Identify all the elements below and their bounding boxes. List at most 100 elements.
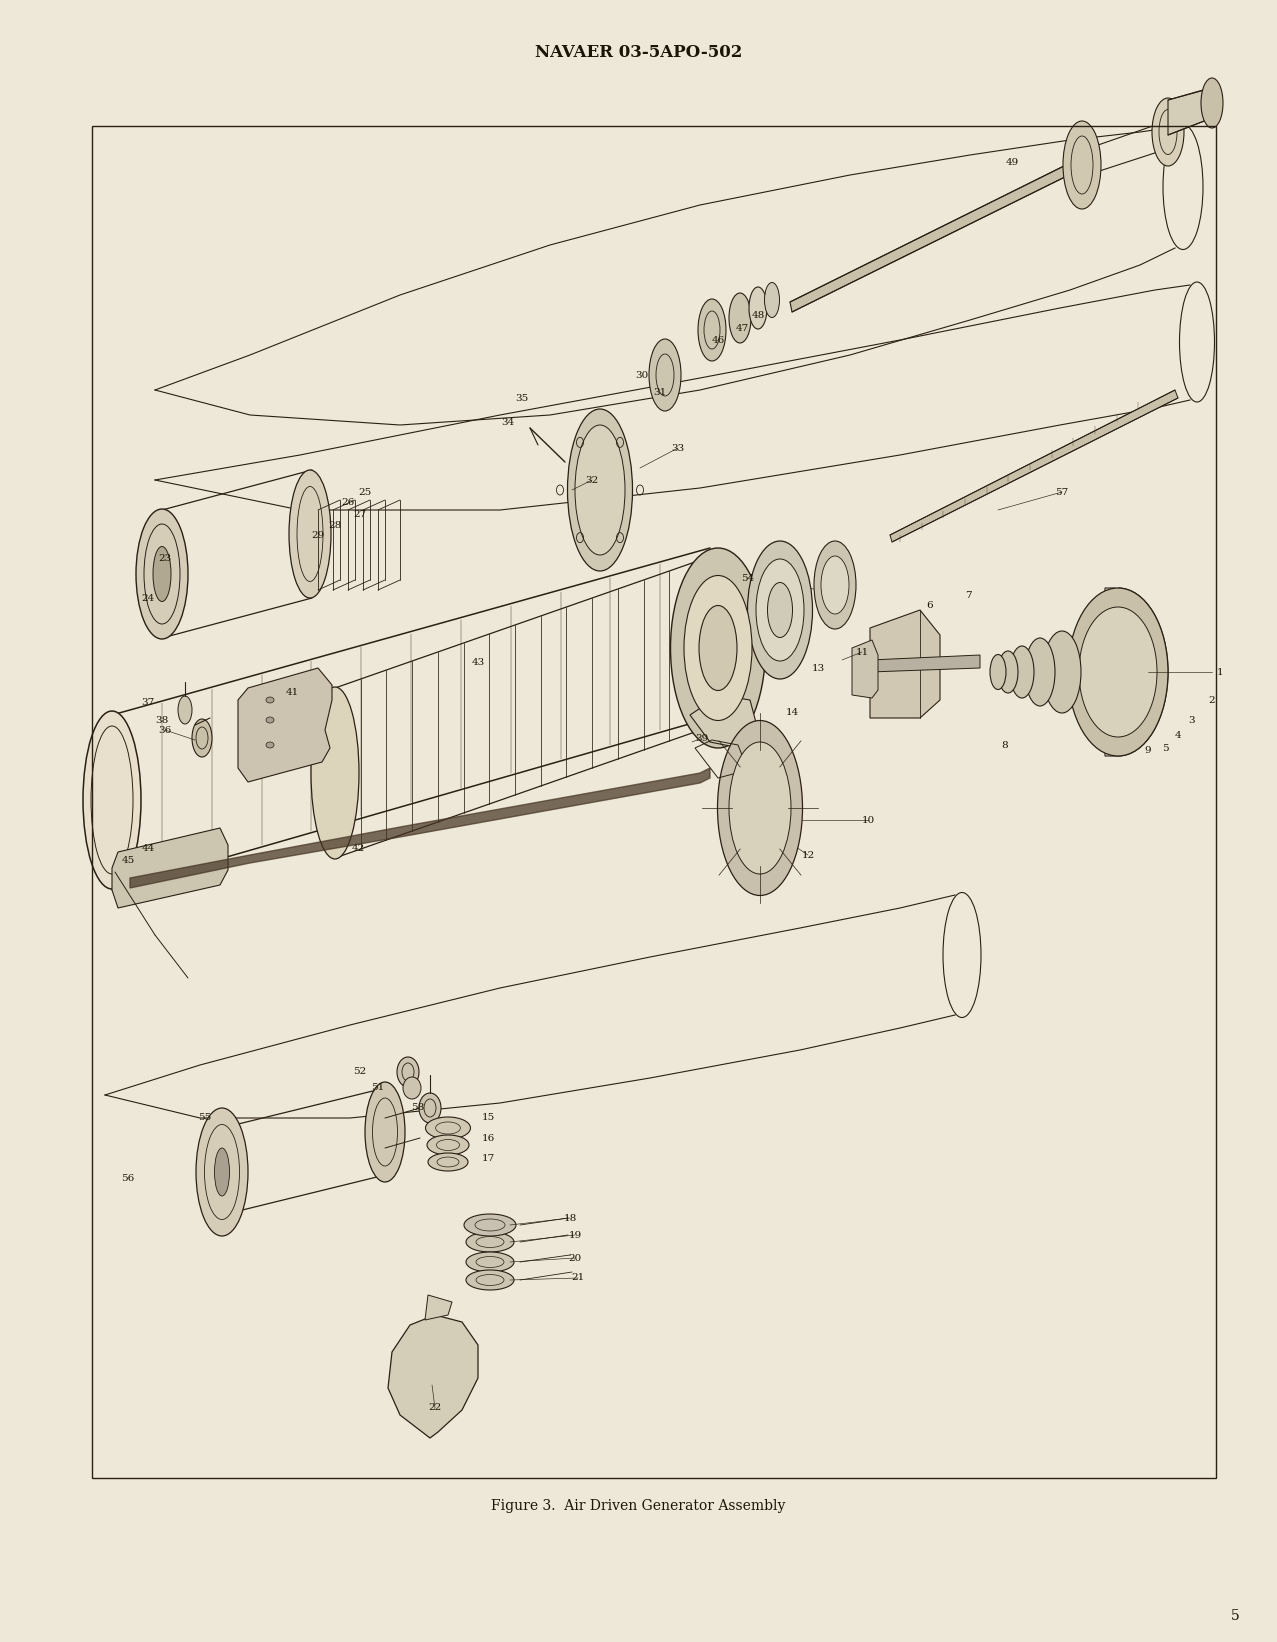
Ellipse shape (756, 558, 805, 662)
Ellipse shape (1079, 608, 1157, 737)
Ellipse shape (1043, 631, 1082, 713)
Polygon shape (130, 768, 710, 888)
Text: 10: 10 (862, 816, 875, 824)
Ellipse shape (312, 686, 359, 859)
Polygon shape (790, 163, 1075, 312)
Text: 37: 37 (142, 698, 155, 706)
Text: 32: 32 (585, 476, 599, 484)
Text: 22: 22 (428, 1404, 442, 1412)
Text: 3: 3 (1189, 716, 1195, 724)
Text: 6: 6 (927, 601, 933, 609)
Text: 20: 20 (568, 1253, 581, 1263)
Text: 5: 5 (1231, 1609, 1240, 1622)
Polygon shape (870, 609, 940, 718)
Text: 18: 18 (563, 1213, 577, 1223)
Polygon shape (690, 695, 759, 749)
Text: 25: 25 (359, 488, 372, 496)
Text: 41: 41 (285, 688, 299, 696)
Text: 11: 11 (856, 647, 868, 657)
Ellipse shape (649, 338, 681, 410)
Text: 23: 23 (158, 553, 171, 563)
Text: 2: 2 (1209, 696, 1216, 704)
Ellipse shape (289, 470, 331, 598)
Ellipse shape (670, 548, 765, 749)
Text: 5: 5 (1162, 744, 1168, 752)
Text: 44: 44 (142, 844, 155, 852)
Ellipse shape (750, 287, 767, 328)
Text: 31: 31 (654, 388, 667, 396)
Ellipse shape (699, 299, 727, 361)
Ellipse shape (266, 718, 275, 722)
Text: 56: 56 (121, 1174, 134, 1182)
Ellipse shape (266, 742, 275, 749)
Ellipse shape (464, 1213, 516, 1236)
Ellipse shape (821, 557, 849, 614)
Text: 15: 15 (481, 1113, 494, 1123)
Polygon shape (425, 1296, 452, 1320)
Text: 40: 40 (715, 701, 729, 709)
Ellipse shape (813, 540, 856, 629)
Polygon shape (852, 640, 879, 698)
Ellipse shape (1200, 79, 1223, 128)
Text: 14: 14 (785, 708, 798, 716)
Text: 45: 45 (121, 855, 134, 864)
Ellipse shape (567, 409, 632, 571)
Text: 29: 29 (312, 530, 324, 540)
Text: Figure 3.  Air Driven Generator Assembly: Figure 3. Air Driven Generator Assembly (492, 1499, 785, 1512)
Ellipse shape (1010, 645, 1034, 698)
Ellipse shape (999, 650, 1018, 693)
Ellipse shape (215, 1148, 230, 1195)
Ellipse shape (1062, 122, 1101, 209)
Ellipse shape (466, 1251, 515, 1273)
Text: 27: 27 (354, 509, 366, 519)
Ellipse shape (466, 1269, 515, 1291)
Text: 24: 24 (142, 593, 155, 603)
Ellipse shape (425, 1117, 470, 1140)
Ellipse shape (718, 721, 802, 895)
Polygon shape (388, 1315, 478, 1438)
Ellipse shape (428, 1153, 467, 1171)
Ellipse shape (266, 696, 275, 703)
Ellipse shape (684, 575, 752, 721)
Text: 46: 46 (711, 335, 724, 345)
Ellipse shape (765, 282, 779, 317)
Polygon shape (1168, 89, 1218, 135)
Ellipse shape (466, 1232, 515, 1251)
Polygon shape (890, 391, 1177, 542)
Ellipse shape (729, 292, 751, 343)
Ellipse shape (83, 711, 140, 888)
Ellipse shape (767, 583, 793, 637)
Text: 8: 8 (1001, 741, 1009, 749)
Text: 35: 35 (516, 394, 529, 402)
Ellipse shape (178, 696, 192, 724)
Text: 9: 9 (1144, 745, 1152, 755)
Text: 7: 7 (964, 591, 972, 599)
Text: 58: 58 (411, 1103, 425, 1113)
Text: 36: 36 (158, 726, 171, 734)
Text: NAVAER 03-5APO-502: NAVAER 03-5APO-502 (535, 43, 742, 61)
Text: 19: 19 (568, 1230, 581, 1240)
Text: 1: 1 (1217, 668, 1223, 677)
Ellipse shape (404, 1077, 421, 1098)
Text: 30: 30 (636, 371, 649, 379)
Ellipse shape (699, 606, 737, 691)
Ellipse shape (397, 1057, 419, 1087)
Text: 4: 4 (1175, 731, 1181, 739)
Text: 57: 57 (1055, 488, 1069, 496)
Text: 34: 34 (502, 417, 515, 427)
Text: 48: 48 (751, 310, 765, 320)
Text: 21: 21 (571, 1274, 585, 1282)
Ellipse shape (1152, 99, 1184, 166)
Text: 17: 17 (481, 1153, 494, 1163)
Text: 33: 33 (672, 443, 684, 453)
Ellipse shape (153, 547, 171, 601)
Bar (92, 126, 1216, 1478)
Text: 51: 51 (372, 1084, 384, 1092)
Ellipse shape (1068, 588, 1168, 755)
Ellipse shape (365, 1082, 405, 1182)
Ellipse shape (195, 1108, 248, 1236)
Text: 43: 43 (471, 657, 485, 667)
Text: 47: 47 (736, 323, 748, 332)
Text: 28: 28 (328, 521, 342, 529)
Polygon shape (870, 655, 979, 672)
